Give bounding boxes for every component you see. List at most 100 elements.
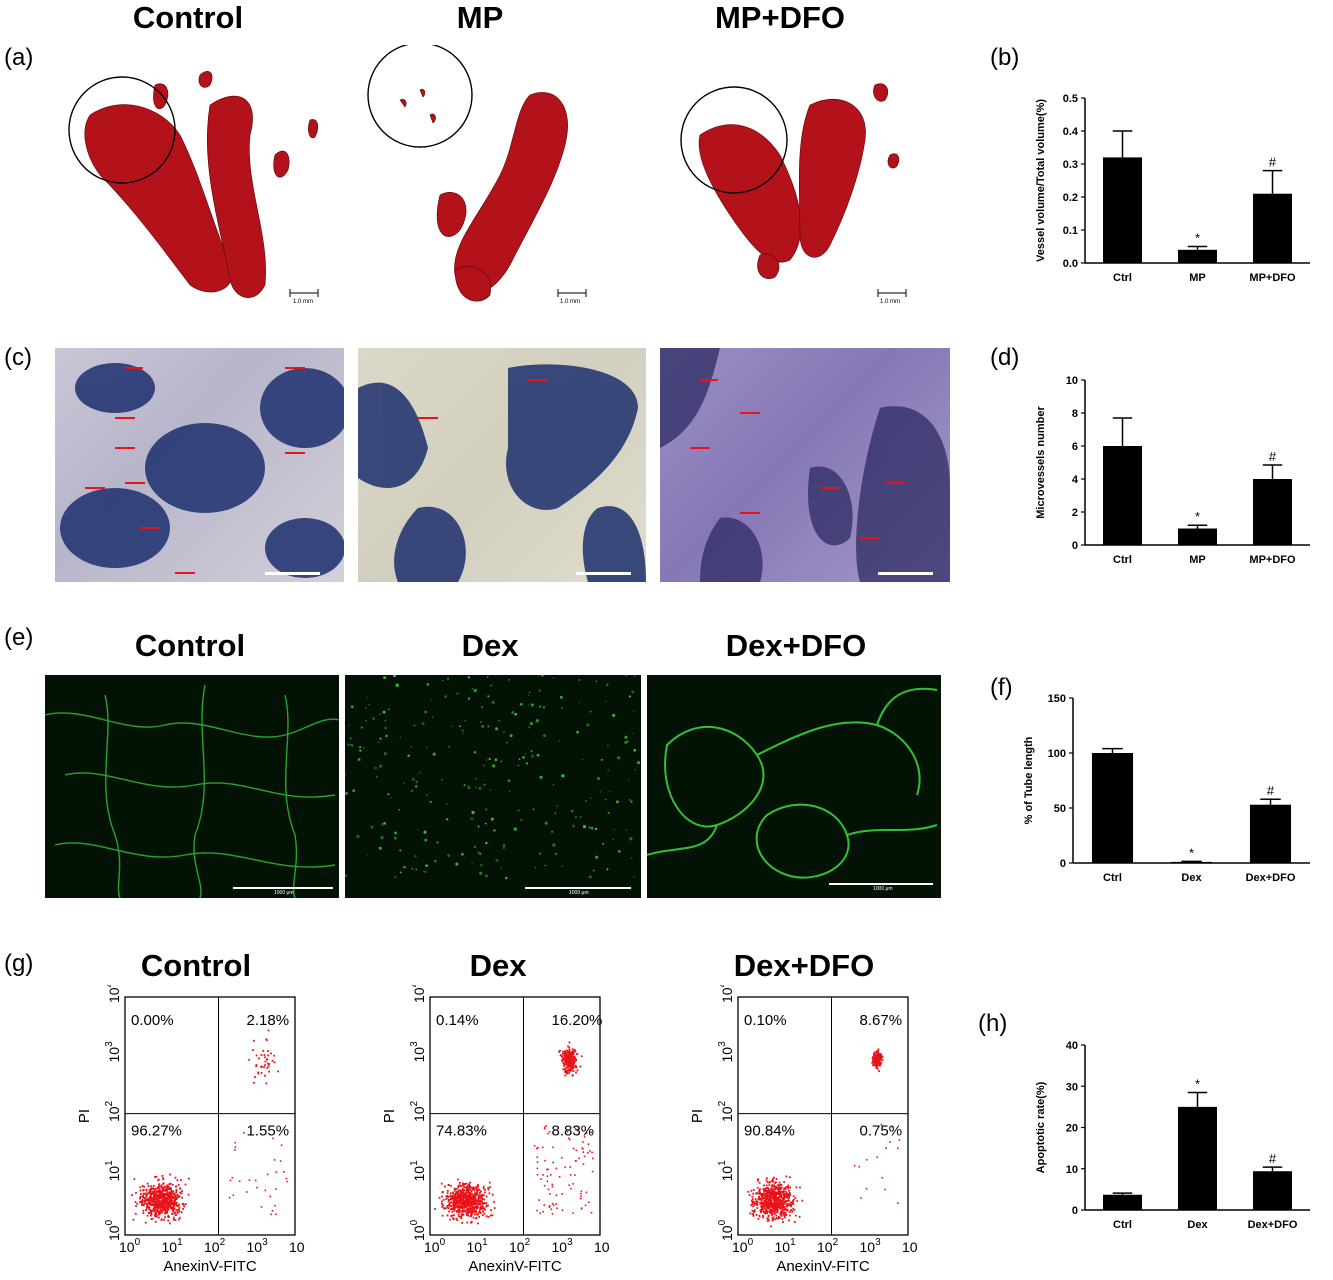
cell-dot [634, 769, 637, 771]
cell-dot [455, 862, 459, 866]
event-dots [747, 1048, 901, 1228]
y-tick-label: 100 [104, 1219, 122, 1241]
cell-dot [417, 828, 419, 831]
cell-dot [363, 747, 365, 749]
y-tick-label: 0.2 [1063, 192, 1078, 204]
cell-dot [552, 843, 556, 847]
cell-dot [478, 786, 482, 790]
quadrant-lower-left: 96.27% [131, 1123, 182, 1140]
cell-dot [584, 799, 588, 803]
x-tick-label: 103 [552, 1237, 574, 1255]
cell-dot [417, 773, 420, 775]
cell-dot [561, 707, 563, 709]
cell-dot [430, 699, 433, 702]
cell-dot [407, 754, 411, 758]
cell-dot [411, 777, 416, 782]
cell-dot [490, 684, 493, 687]
row-g-title-dex-dfo: Dex+DFO [733, 948, 875, 983]
cell-dot [502, 731, 505, 734]
cell-dot [595, 855, 599, 859]
cell-dot [508, 678, 511, 681]
cell-dot [581, 758, 584, 761]
cell-dot [365, 719, 367, 722]
cell-dot [502, 843, 506, 847]
cell-dot [350, 743, 352, 746]
cell-dot [448, 746, 450, 748]
cell-dot [479, 871, 483, 875]
tube-formation-control-image: 1000 μm [45, 675, 339, 898]
y-axis-label: Apoptotic rate(%) [1035, 1081, 1047, 1173]
cell-dot [379, 737, 382, 740]
cell-dot [628, 779, 630, 782]
bar-chart-f: 0 50 100 150 Ctrl * Dex # Dex+DFO % of Tube lengt… [1023, 693, 1310, 884]
x-tick-label: 101 [775, 1237, 797, 1255]
cell-dot [518, 758, 521, 761]
cell-dot [517, 809, 520, 812]
cell-dot [571, 809, 574, 813]
cell-dot [543, 734, 546, 738]
row-a-title-mp-dfo: MP+DFO [714, 0, 846, 35]
cell-dot [388, 708, 390, 711]
cell-dot [475, 778, 477, 780]
cell-dot [514, 712, 518, 716]
row-a-title-control: Control [132, 0, 244, 35]
roi-circle [367, 45, 473, 148]
scale-label: 1.0 mm [880, 299, 900, 305]
cell-dot [436, 841, 439, 844]
y-tick-label: 0.5 [1063, 93, 1078, 105]
cell-dot [506, 741, 508, 744]
cell-dot [554, 812, 556, 814]
cell-dot [555, 852, 558, 855]
cell-dot [485, 841, 488, 845]
quadrant-upper-left: 0.00% [131, 1012, 174, 1029]
y-axis-label: Vessel volume/Total volume(%) [1035, 99, 1047, 262]
cell-dot [410, 789, 414, 793]
cell-dot [561, 865, 563, 867]
cell-dot [399, 849, 402, 852]
cell-dot [399, 871, 402, 874]
cell-dot [529, 722, 533, 726]
x-tick-label: 101 [467, 1237, 489, 1255]
cell-dot [489, 789, 491, 791]
cell-dot [350, 705, 354, 709]
cell-dot [538, 705, 542, 708]
row-g-title-dex: Dex [469, 948, 527, 983]
cell-dot [359, 746, 362, 749]
cell-dot [450, 725, 453, 728]
cell-dot [484, 822, 487, 825]
cell-dot [524, 753, 527, 755]
y-tick-label: 104 [104, 985, 122, 1003]
cell-dot [370, 825, 374, 829]
significance-marker: * [1189, 845, 1194, 860]
ihc-mp-image [358, 348, 646, 582]
cell-dot [540, 675, 544, 677]
cell-dot [456, 692, 459, 695]
cell-dot [550, 830, 554, 833]
cell-dot [492, 764, 496, 768]
x-axis-label: AnexinV-FITC [163, 1258, 257, 1275]
x-tick-label: MP [1189, 554, 1206, 566]
scale-label: 1000 μm [873, 886, 893, 892]
cell-dot [626, 740, 629, 743]
cell-dot [604, 700, 607, 703]
cell-dot [500, 760, 503, 763]
quadrant-upper-left: 0.14% [436, 1012, 479, 1029]
y-axis-label: Microvessels number [1035, 406, 1047, 519]
cell-dot [586, 723, 590, 727]
cell-dot [467, 676, 471, 679]
x-tick-label: 102 [817, 1237, 839, 1255]
y-tick-label: 150 [1048, 693, 1066, 705]
ihc-control-image [55, 348, 344, 582]
cell-dot [425, 746, 428, 749]
cell-dot [415, 780, 419, 784]
panel-label-h: (h) [978, 1010, 1008, 1037]
cell-dot [544, 864, 547, 867]
cell-dot [629, 837, 633, 841]
cell-dot [508, 790, 511, 793]
cell-dot [612, 838, 614, 840]
scale-label: 1.0 mm [293, 299, 313, 305]
y-tick-label: 0 [1072, 1205, 1078, 1217]
cell-dot [360, 726, 363, 729]
y-tick-label: 100 [717, 1219, 735, 1241]
y-tick-label: 103 [104, 1041, 122, 1063]
